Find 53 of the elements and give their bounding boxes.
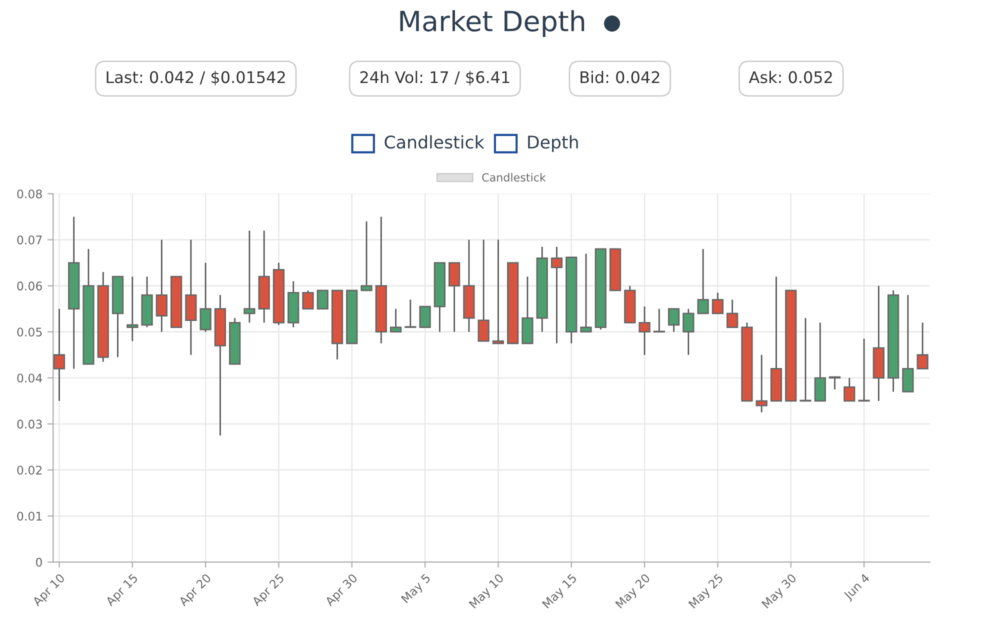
candlestick: [126, 276, 138, 342]
x-tick-label: Apr 20: [178, 573, 214, 608]
text: Depth: [528, 135, 578, 152]
candlestick: [316, 290, 328, 310]
candlestick: [156, 239, 168, 333]
y-tick-label: 0: [36, 558, 42, 567]
text: Ask: 0.052: [748, 70, 832, 84]
candlestick: [390, 308, 402, 333]
text: Last: 0.042 / $0.01542: [106, 70, 285, 86]
candlestick: [726, 298, 738, 328]
x-tick-label: Jun 4: [842, 573, 872, 602]
candlestick: [492, 239, 504, 344]
candlestick: [697, 248, 709, 314]
text: Bid: 0.042: [580, 70, 660, 84]
chart-title: Market Depth: [400, 10, 584, 37]
candlestick: [638, 306, 650, 356]
candlestick: [448, 262, 460, 333]
candlestick: [858, 338, 870, 402]
candlestick: [419, 306, 431, 328]
text: 24h Vol: 17 / $6.41: [360, 70, 510, 86]
x-tick-label: Apr 10: [32, 573, 67, 608]
candlestick: [653, 308, 665, 333]
text: Candlestick: [482, 172, 546, 182]
candlestick: [302, 290, 314, 310]
y-tick-label: 0.04: [17, 374, 42, 383]
candlestick: [712, 292, 724, 314]
candlestick: [404, 298, 416, 328]
y-tick-label: 0.01: [17, 512, 42, 521]
candlestick: [756, 354, 768, 414]
candlestick: [902, 294, 914, 392]
candlestick: [244, 230, 256, 324]
y-tick-label: 0.06: [17, 282, 42, 290]
candlestick: [668, 308, 680, 333]
candlestick: [828, 376, 841, 390]
text: Candlestick: [384, 135, 484, 149]
candlestick: [800, 317, 812, 402]
y-tick-label: 0.07: [17, 236, 42, 244]
candlestick: [360, 220, 372, 292]
y-tick-label: 0.05: [17, 328, 42, 337]
candlestick: [200, 262, 212, 333]
candlestick: [916, 322, 928, 370]
candlestick: [550, 246, 563, 344]
candlestick: [682, 308, 694, 356]
y-tick-label: 0.02: [17, 466, 42, 475]
y-tick-label: 0.03: [17, 420, 42, 429]
x-tick-label: Apr 15: [105, 573, 140, 608]
candlestick: [814, 322, 826, 402]
x-tick-label: Apr 25: [251, 573, 286, 608]
x-tick-label: Apr 30: [324, 573, 360, 608]
candlestick: [580, 252, 592, 333]
candlestick: [844, 377, 856, 402]
y-tick-label: 0.08: [17, 189, 42, 198]
candlestick: [478, 239, 490, 342]
